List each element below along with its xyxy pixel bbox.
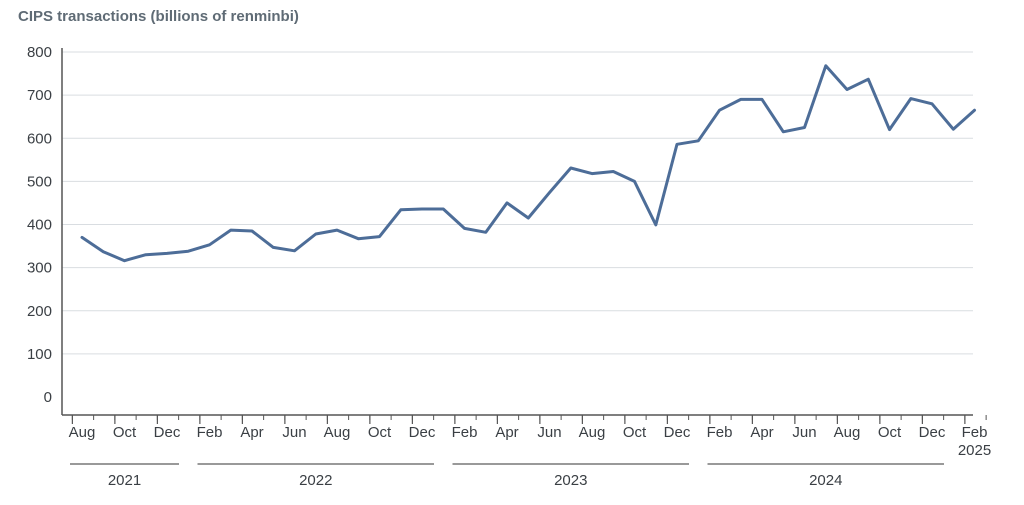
y-tick-label: 700 (27, 87, 52, 104)
year-group-label: 2023 (554, 472, 587, 489)
y-tick-label: 800 (27, 44, 52, 61)
y-tick-label: 100 (27, 346, 52, 363)
x-tick-label: Aug (69, 424, 96, 441)
y-tick-label: 200 (27, 303, 52, 320)
y-tick-label: 300 (27, 260, 52, 277)
x-tick-label: Feb (962, 424, 988, 441)
x-tick-label: Dec (409, 424, 436, 441)
x-tick-year-label: 2025 (958, 442, 991, 459)
x-tick-label: Dec (919, 424, 946, 441)
x-tick-label: Dec (154, 424, 181, 441)
year-group-label: 2021 (108, 472, 141, 489)
x-tick-label: Jun (282, 424, 306, 441)
series-line (80, 64, 976, 263)
x-tick-label: Feb (197, 424, 223, 441)
x-tick-label: Oct (368, 424, 392, 441)
year-group-label: 2024 (809, 472, 842, 489)
y-tick-label: 600 (27, 130, 52, 147)
x-tick-label: Jun (792, 424, 816, 441)
y-tick-label: 0 (44, 389, 52, 406)
x-tick-label: Jun (537, 424, 561, 441)
y-tick-label: 400 (27, 217, 52, 234)
chart-title: CIPS transactions (billions of renminbi) (18, 8, 299, 25)
x-tick-label: Aug (324, 424, 351, 441)
x-tick-label: Dec (664, 424, 691, 441)
x-tick-label: Oct (623, 424, 647, 441)
x-tick-label: Aug (579, 424, 606, 441)
x-tick-label: Apr (240, 424, 263, 441)
x-tick-label: Apr (750, 424, 773, 441)
x-tick-label: Aug (834, 424, 861, 441)
x-tick-label: Apr (495, 424, 518, 441)
x-tick-label: Oct (878, 424, 902, 441)
x-tick-label: Oct (113, 424, 137, 441)
y-tick-label: 500 (27, 173, 52, 190)
x-tick-label: Feb (452, 424, 478, 441)
x-tick-label: Feb (707, 424, 733, 441)
year-group-label: 2022 (299, 472, 332, 489)
